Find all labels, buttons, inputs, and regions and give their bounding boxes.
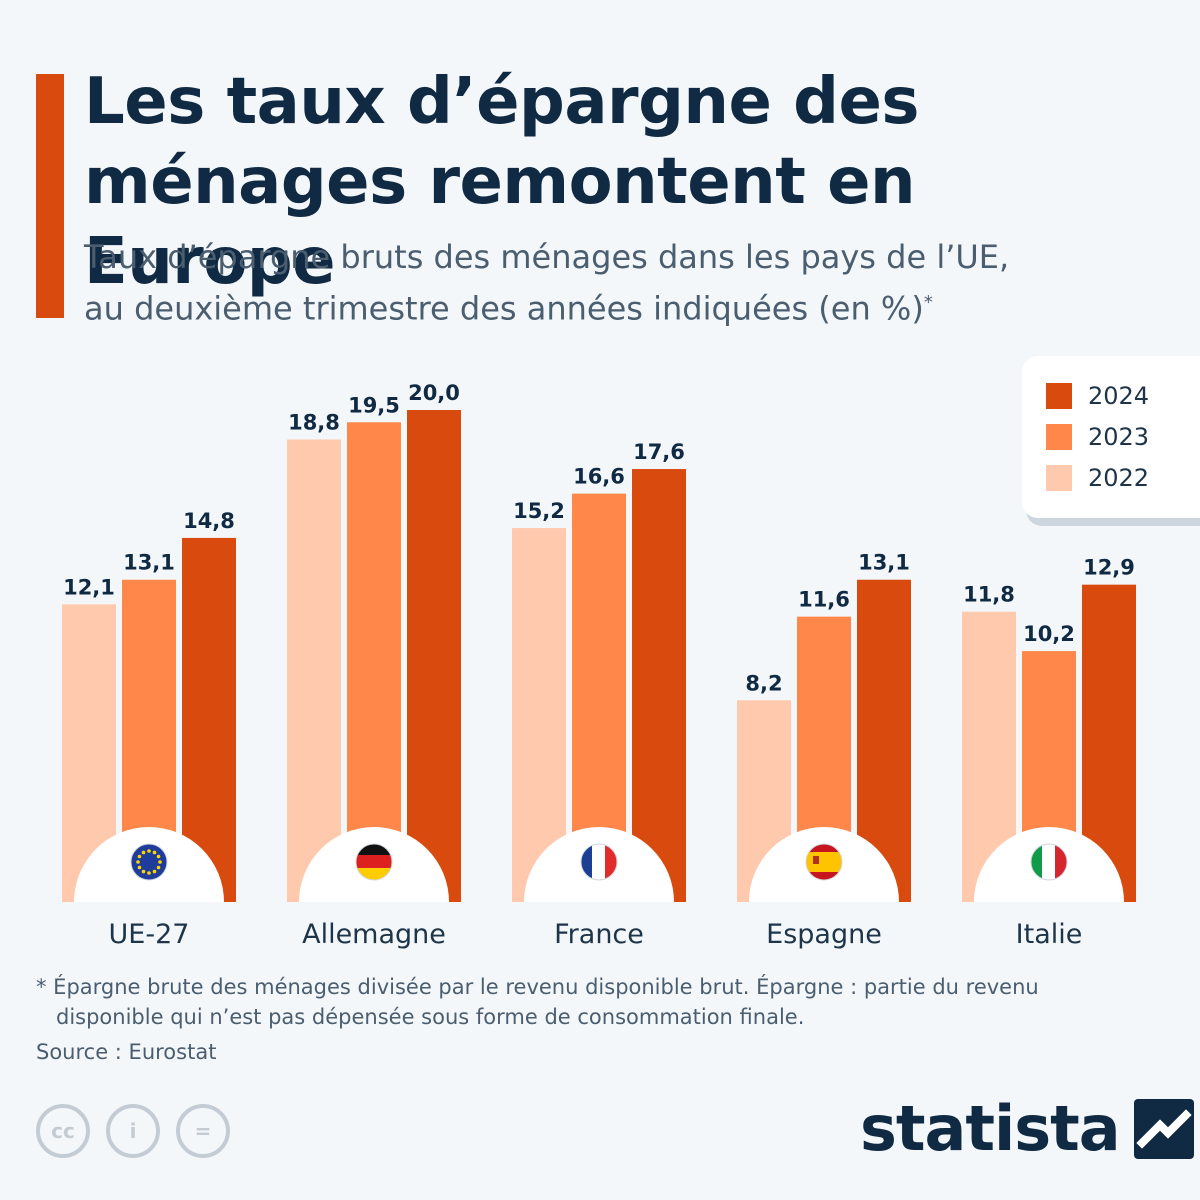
legend-item-2024: 2024 xyxy=(1046,382,1150,410)
data-label-2022-0: 12,1 xyxy=(63,575,115,599)
data-label-2024-1: 20,0 xyxy=(408,381,460,405)
data-label-2023-4: 10,2 xyxy=(1023,622,1075,646)
eu-flag-icon xyxy=(131,844,167,880)
footnote-line-1: * Épargne brute des ménages divisée par … xyxy=(36,975,1039,999)
footnote: * Épargne brute des ménages divisée par … xyxy=(36,972,1156,1032)
legend: 2024 2023 2022 xyxy=(1022,356,1200,518)
title-accent-bar xyxy=(36,74,64,318)
spain-flag-icon xyxy=(806,844,842,880)
germany-flag-icon xyxy=(356,844,392,880)
flag-ring-1 xyxy=(355,843,393,881)
legend-item-2023: 2023 xyxy=(1046,423,1150,451)
italy-flag-icon xyxy=(1031,844,1067,880)
data-label-2024-2: 17,6 xyxy=(633,440,685,464)
data-label-2023-0: 13,1 xyxy=(123,551,175,575)
legend-label-2023: 2023 xyxy=(1088,423,1150,451)
category-label-3: Espagne xyxy=(766,919,882,950)
category-label-4: Italie xyxy=(1016,919,1083,950)
bar-2024-1 xyxy=(407,410,461,902)
legend-item-2022: 2022 xyxy=(1046,464,1150,492)
data-label-2023-3: 11,6 xyxy=(798,588,850,612)
category-label-1: Allemagne xyxy=(302,919,446,950)
data-label-2022-4: 11,8 xyxy=(963,583,1015,607)
data-label-2022-1: 18,8 xyxy=(288,411,340,435)
data-label-2023-1: 19,5 xyxy=(348,393,400,417)
subtitle-line-1: Taux d’épargne bruts des ménages dans le… xyxy=(84,238,1010,276)
subtitle-footnote-mark: * xyxy=(923,292,933,313)
flag-ring-4 xyxy=(1030,843,1068,881)
data-label-2024-4: 12,9 xyxy=(1083,556,1135,580)
chart-title: Les taux d’épargne des ménages remontent… xyxy=(84,65,919,299)
legend-swatch-2024 xyxy=(1046,383,1072,409)
bar-chart: 12,1 13,1 14,8 UE-27 18,8 19,5 20,0 Allemagne 15… xyxy=(62,381,1136,950)
creative-commons-icon[interactable]: cc xyxy=(36,1104,90,1158)
data-label-2022-3: 8,2 xyxy=(745,671,782,695)
legend-label-2022: 2022 xyxy=(1088,464,1150,492)
data-label-2024-3: 13,1 xyxy=(858,551,910,575)
statista-logo-icon xyxy=(1133,1099,1194,1159)
bar-2023-1 xyxy=(347,422,401,902)
statista-wordmark: statista xyxy=(860,1092,1121,1165)
category-label-0: UE-27 xyxy=(109,919,190,950)
statista-brand[interactable]: statista xyxy=(860,1094,1194,1164)
footnote-line-2: disponible qui n’est pas dépensée sous f… xyxy=(56,1005,805,1029)
no-derivatives-icon[interactable]: = xyxy=(176,1104,230,1158)
chart-subtitle: Taux d’épargne bruts des ménages dans le… xyxy=(84,234,1184,332)
flag-ring-3 xyxy=(805,843,843,881)
bar-2022-1 xyxy=(287,439,341,902)
category-label-2: France xyxy=(554,919,644,950)
license-icons: cc i = xyxy=(36,1104,230,1158)
data-label-2022-2: 15,2 xyxy=(513,499,565,523)
legend-swatch-2023 xyxy=(1046,424,1072,450)
data-label-2023-2: 16,6 xyxy=(573,465,625,489)
legend-swatch-2022 xyxy=(1046,465,1072,491)
france-flag-icon xyxy=(581,844,617,880)
data-label-2024-0: 14,8 xyxy=(183,509,235,533)
legend-label-2024: 2024 xyxy=(1088,382,1150,410)
flag-ring-2 xyxy=(580,843,618,881)
attribution-icon[interactable]: i xyxy=(106,1104,160,1158)
bar-2024-2 xyxy=(632,469,686,902)
flag-ring-0 xyxy=(130,843,168,881)
source-label: Source : Eurostat xyxy=(36,1040,217,1064)
bar-2022-2 xyxy=(512,528,566,902)
subtitle-line-2: au deuxième trimestre des années indiqué… xyxy=(84,289,924,328)
